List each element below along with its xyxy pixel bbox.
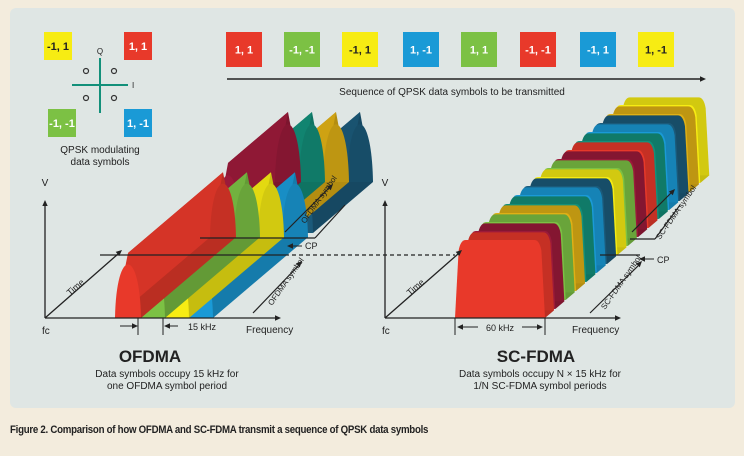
sequence-symbol-2 [284, 32, 320, 67]
scfdma-slab-1-front [455, 240, 545, 318]
scfdma-frequency-label: Frequency [572, 325, 619, 336]
ofdma-desc-line2: one OFDMA symbol period [107, 381, 227, 392]
ofdma-v-label: V [42, 178, 49, 189]
qpsk-symbol-1-1 [124, 32, 152, 60]
sequence-arrow-head [700, 76, 706, 82]
sequence-symbol-6 [520, 32, 556, 67]
ofdma-back-subcarrier-2-back [299, 124, 325, 182]
sequence-symbol-2-label: -1, -1 [289, 45, 315, 57]
ofdma-bw-arrowhead-left [132, 323, 138, 329]
ofdma-subcarrier-2-back [234, 183, 260, 238]
sequence-symbol-6-label: -1, -1 [525, 45, 551, 57]
ofdma-time-arrow [115, 250, 122, 256]
sequence-symbol-4 [403, 32, 439, 67]
qpsk-title-line2: data symbols [71, 157, 130, 168]
scfdma-symbol-arrowhead-upper [668, 189, 675, 196]
qpsk-symbol-1-1-label: 1, 1 [129, 41, 147, 53]
scfdma-bw-arrowhead-right [537, 324, 543, 330]
q-axis-label: Q [97, 47, 103, 56]
sequence-symbol-1 [226, 32, 262, 67]
qpsk-symbol-1-neg1-label: 1, -1 [127, 118, 149, 130]
sequence-symbol-3-label: -1, 1 [349, 45, 371, 57]
ofdma-back-subcarrier-1-back [275, 124, 301, 182]
sequence-symbol-4-label: 1, -1 [410, 45, 432, 57]
ofdma-time-axis [44, 253, 119, 319]
sequence-symbol-5 [461, 32, 497, 67]
ofdma-frequency-arrow [275, 315, 281, 321]
qpsk-symbol-neg1-neg1-label: -1, -1 [49, 118, 75, 130]
sequence-symbol-1-label: 1, 1 [235, 45, 253, 57]
qpsk-symbol-1-neg1 [124, 109, 152, 137]
sequence-symbol-5-label: 1, 1 [470, 45, 488, 57]
ofdma-bandwidth-label: 15 kHz [188, 322, 217, 332]
scfdma-v-label: V [382, 178, 389, 189]
qpsk-symbol-neg1-1-label: -1, 1 [47, 41, 69, 53]
ofdma-back-subcarrier-3-back [323, 124, 349, 182]
figure-caption: Figure 2. Comparison of how OFDMA and SC… [10, 424, 429, 436]
scfdma-frequency-arrow [615, 315, 621, 321]
ofdma-time-label: Time [65, 277, 86, 297]
sequence-caption: Sequence of QPSK data symbols to be tran… [339, 87, 565, 98]
scfdma-cp-label: CP [657, 255, 670, 265]
scfdma-symbol-arrow-upper [631, 191, 673, 233]
scfdma-desc-line1: Data symbols occupy N × 15 kHz for [459, 369, 622, 380]
sequence-symbol-7 [580, 32, 616, 67]
qpsk-symbol-neg1-neg1 [48, 109, 76, 137]
scfdma-time-label: Time [405, 277, 426, 297]
ofdma-subcarrier-1-top [115, 172, 223, 318]
ofdma-desc-line1: Data symbols occupy 15 kHz for [95, 369, 239, 380]
scfdma-symbol-arrow-lower [589, 263, 641, 314]
scfdma-v-arrow [382, 200, 388, 206]
scfdma-bandwidth-label: 60 kHz [486, 323, 515, 333]
qpsk-title-line1: QPSK modulating [60, 145, 140, 156]
ofdma-subcarrier-1-back [210, 183, 236, 238]
ofdma-cp-arrowhead [287, 243, 293, 249]
constellation-point [110, 67, 118, 75]
ofdma-subcarrier-1-front [115, 264, 141, 318]
sequence-symbol-8 [638, 32, 674, 67]
ofdma-cp-label: CP [305, 241, 318, 251]
ofdma-symbol-arrow-upper [284, 186, 331, 233]
constellation-point [82, 94, 90, 102]
scfdma-symbol-arrowhead-lower [635, 261, 642, 268]
scfdma-desc-line2: 1/N SC-FDMA symbol periods [473, 381, 606, 392]
ofdma-fc-label: fc [42, 326, 50, 337]
sequence-symbol-3 [342, 32, 378, 67]
scfdma-time-axis [384, 253, 459, 319]
constellation-point [82, 67, 90, 75]
ofdma-symbol-arrow-lower [252, 263, 301, 314]
constellation-point [110, 94, 118, 102]
scfdma-time-arrow [455, 250, 462, 256]
ofdma-symbol-arrowhead-upper [326, 184, 333, 191]
ofdma-title: OFDMA [119, 347, 181, 366]
scfdma-cp-arrowhead [639, 256, 645, 262]
ofdma-v-arrow [42, 200, 48, 206]
ofdma-symbol-arrowhead-lower [295, 261, 302, 268]
i-axis-label: I [132, 81, 134, 90]
ofdma-bw-arrowhead-right [164, 323, 170, 329]
sequence-symbol-8-label: 1, -1 [645, 45, 667, 57]
sequence-symbol-7-label: -1, 1 [587, 45, 609, 57]
scfdma-cp-line-top [654, 204, 681, 240]
ofdma-subcarrier-4-back [282, 183, 308, 238]
qpsk-symbol-neg1-1 [44, 32, 72, 60]
ofdma-back-subcarrier-4-back [347, 124, 373, 182]
scfdma-fc-label: fc [382, 326, 390, 337]
scfdma-title: SC-FDMA [497, 347, 575, 366]
ofdma-frequency-label: Frequency [246, 325, 293, 336]
scfdma-bw-arrowhead-left [457, 324, 463, 330]
ofdma-subcarrier-3-back [258, 183, 284, 238]
ofdma-cp-line-top [314, 204, 346, 239]
